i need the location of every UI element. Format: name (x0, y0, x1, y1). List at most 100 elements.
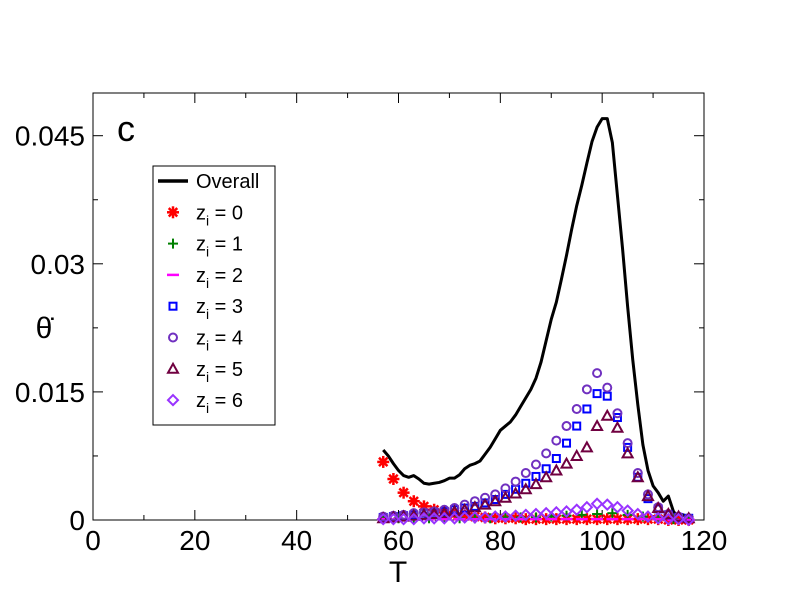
legend-swatch (166, 361, 180, 374)
legend-label: zi = 6 (196, 390, 243, 416)
data-point-z-i-6 (682, 513, 696, 527)
data-point-z-i-1 (607, 508, 618, 519)
data-point-z-i-4 (541, 448, 552, 459)
data-point-z-i-3 (602, 391, 612, 401)
y-tick-label: 0.045 (15, 121, 85, 152)
data-point-z-i-5 (519, 482, 533, 495)
x-tick-label: 80 (485, 525, 516, 556)
data-point-z-i-5 (407, 508, 421, 521)
data-point-z-i-4 (592, 368, 603, 379)
data-point-z-i-5 (488, 494, 502, 507)
data-point-z-i-6 (631, 507, 645, 521)
data-point-z-i-0 (407, 495, 420, 508)
data-point-z-i-6 (376, 512, 390, 526)
legend-label: zi = 2 (196, 265, 243, 291)
data-point-z-i-4 (490, 489, 501, 500)
data-point-z-i-5 (498, 490, 513, 503)
data-point-z-i-5 (508, 486, 523, 499)
data-point-z-i-1 (592, 509, 603, 520)
data-point-z-i-6 (600, 498, 614, 512)
data-point-z-i-3 (572, 421, 582, 431)
data-point-z-i-6 (611, 500, 624, 514)
data-point-z-i-5 (417, 507, 431, 520)
data-point-z-i-5 (539, 470, 553, 483)
series-overall (382, 117, 690, 521)
data-point-z-i-4 (520, 468, 531, 479)
data-point-z-i-6 (478, 511, 492, 524)
data-point-z-i-5 (620, 446, 635, 459)
data-point-z-i-6 (499, 510, 512, 523)
legend-swatch (168, 332, 178, 343)
legend-swatch (168, 238, 178, 249)
data-point-z-i-5 (549, 463, 564, 476)
data-point-z-i-6 (539, 506, 553, 520)
legend-item: zi = 3 (168, 296, 243, 322)
data-point-z-i-6 (641, 510, 655, 523)
data-point-z-i-4 (561, 421, 572, 432)
data-point-z-i-5 (570, 448, 584, 461)
data-point-z-i-5 (447, 504, 462, 517)
data-point-z-i-3 (551, 454, 561, 464)
data-point-z-i-6 (448, 511, 461, 525)
data-point-z-i-6 (437, 511, 451, 525)
data-point-z-i-4 (571, 403, 582, 414)
data-point-z-i-5 (661, 506, 676, 520)
legend-item: zi = 4 (168, 328, 243, 354)
data-point-z-i-6 (580, 500, 594, 514)
y-tick-label: 0.015 (15, 377, 85, 408)
data-point-z-i-6 (651, 511, 665, 525)
data-point-z-i-4 (459, 499, 470, 510)
data-point-z-i-6 (397, 512, 411, 526)
data-point-z-i-1 (530, 512, 541, 523)
data-point-z-i-5 (478, 497, 492, 510)
data-point-z-i-4 (551, 435, 562, 446)
panel-label: c (117, 108, 135, 149)
data-point-z-i-3 (521, 478, 531, 488)
data-point-z-i-6 (509, 509, 523, 523)
series-layer (376, 117, 696, 527)
axis-tick-labels: 0 20 40 60 80 100 120 0 0.015 0.03 0.045 (15, 121, 727, 556)
data-point-z-i-6 (386, 512, 400, 526)
series-z-i-3 (378, 389, 694, 523)
legend-label: zi = 1 (196, 234, 243, 260)
data-point-z-i-4 (510, 476, 521, 487)
y-tick-label: 0 (69, 505, 85, 536)
data-point-z-i-4 (581, 384, 592, 395)
data-point-z-i-4 (480, 492, 491, 503)
legend-item: zi = 2 (167, 265, 243, 291)
data-point-z-i-5 (610, 420, 625, 433)
data-point-z-i-6 (590, 497, 604, 511)
data-point-z-i-6 (427, 511, 441, 525)
legend-item: Overall (158, 171, 259, 193)
legend-item: zi = 0 (167, 202, 243, 228)
data-point-z-i-5 (437, 506, 452, 519)
series-line-overall (382, 117, 690, 521)
x-tick-label: 40 (281, 525, 312, 556)
data-point-z-i-0 (397, 486, 410, 499)
x-axis-label: T (389, 556, 407, 589)
x-tick-label: 60 (383, 525, 414, 556)
legend-label: Overall (196, 171, 259, 193)
data-point-z-i-4 (530, 459, 541, 470)
data-point-z-i-5 (580, 440, 594, 453)
x-tick-label: 0 (85, 525, 101, 556)
x-tick-label: 100 (579, 525, 626, 556)
x-tick-label: 20 (179, 525, 210, 556)
data-point-z-i-6 (661, 512, 675, 526)
legend-swatch (166, 393, 180, 407)
data-point-z-i-3 (582, 404, 592, 414)
legend-swatch (167, 206, 179, 219)
data-point-z-i-6 (468, 511, 482, 524)
y-axis-label: θ̇ (36, 312, 55, 345)
data-point-z-i-4 (602, 382, 613, 393)
y-tick-label: 0.03 (31, 249, 86, 280)
legend-item: zi = 1 (168, 234, 243, 260)
legend-label: zi = 0 (196, 202, 243, 228)
data-point-z-i-5 (529, 477, 543, 490)
data-point-z-i-5 (600, 408, 614, 421)
data-point-z-i-6 (560, 505, 573, 518)
legend: Overall zi = 0 zi = 1 zi = 2 zi = 3 zi = 4 zi … (152, 165, 276, 426)
data-point-z-i-4 (469, 496, 480, 507)
legend-item: zi = 5 (166, 359, 243, 385)
